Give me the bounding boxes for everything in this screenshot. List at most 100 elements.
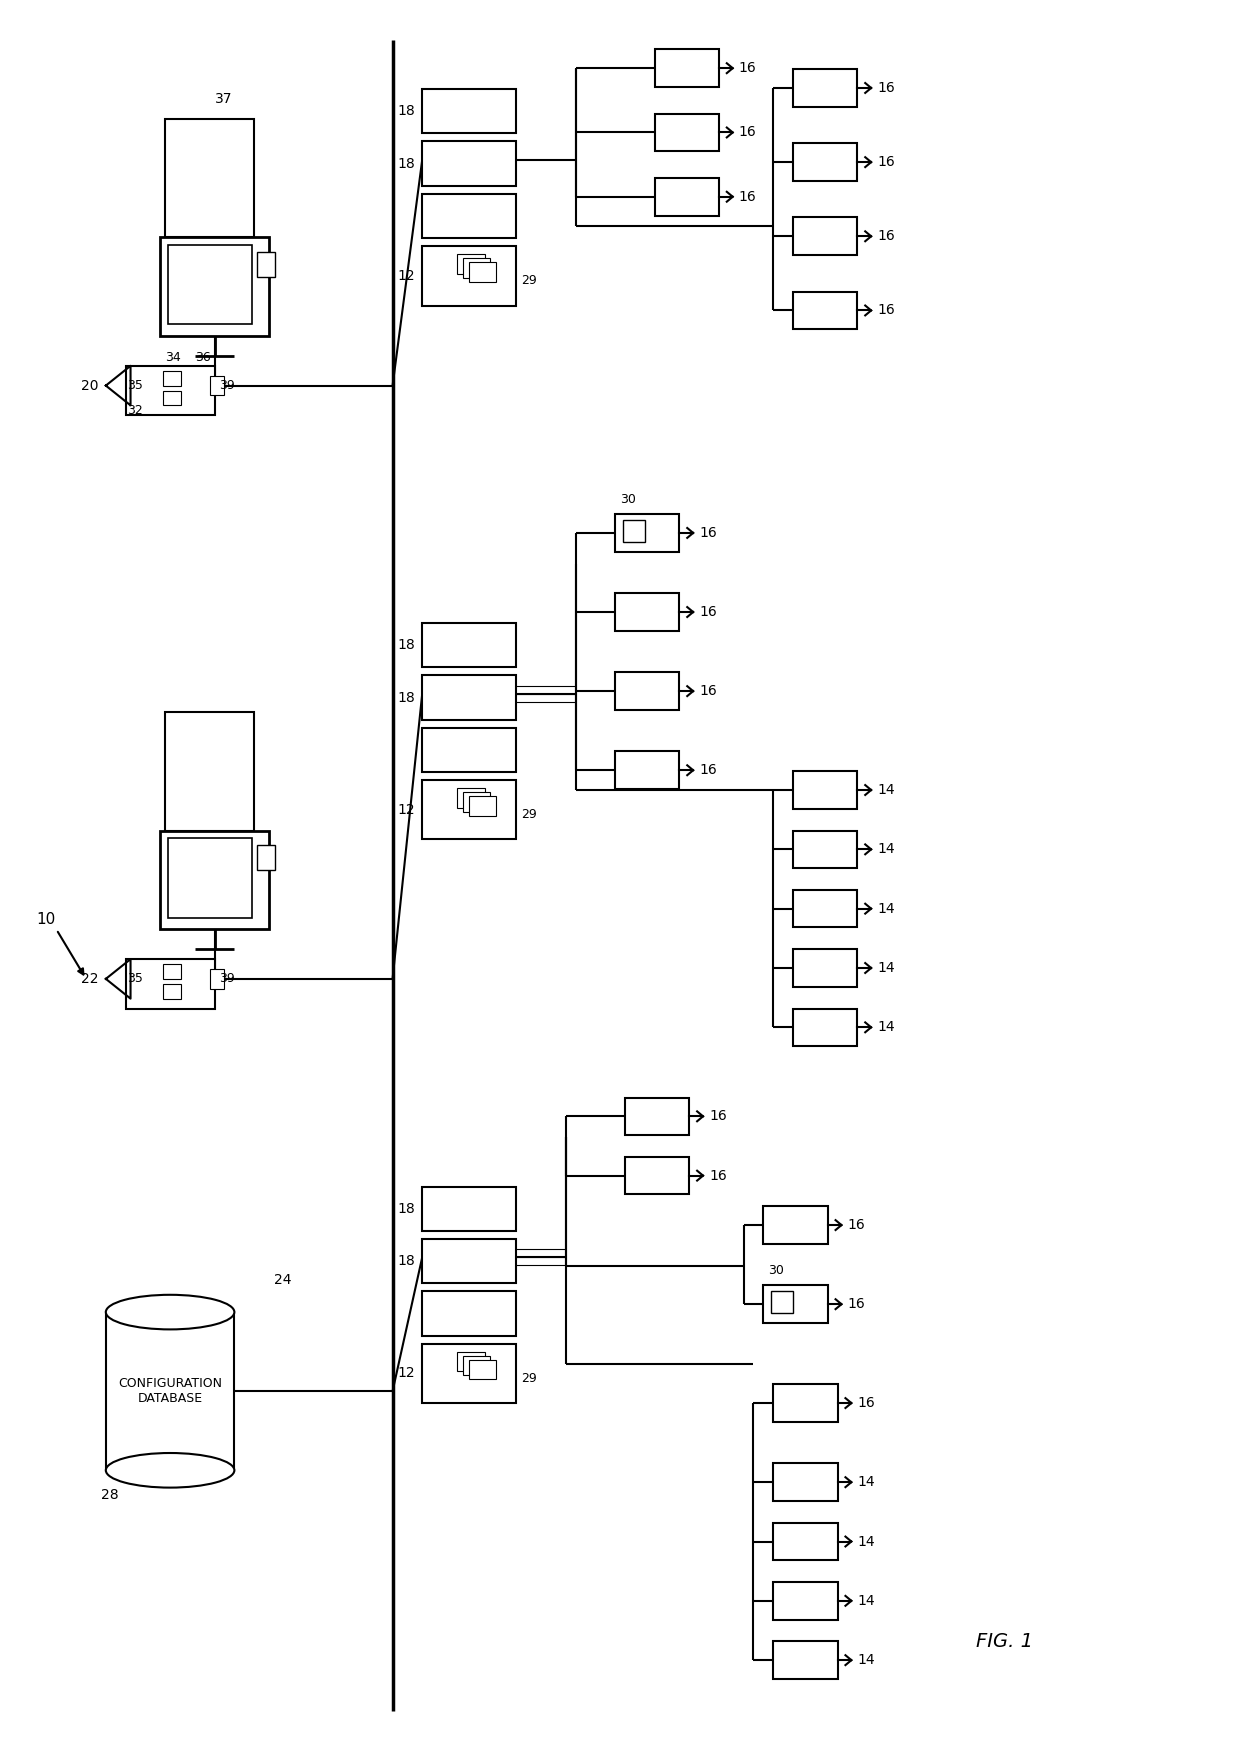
Text: 20: 20: [81, 378, 99, 392]
Bar: [456, 788, 485, 807]
Text: 16: 16: [739, 125, 756, 139]
Bar: [125, 366, 215, 415]
Text: 12: 12: [398, 1367, 415, 1381]
Bar: [625, 1157, 689, 1194]
Bar: [463, 259, 491, 278]
Bar: [622, 521, 645, 542]
Bar: [423, 1291, 516, 1335]
Text: 18: 18: [398, 157, 415, 171]
Bar: [615, 672, 680, 711]
Bar: [165, 118, 254, 237]
Text: 16: 16: [877, 229, 895, 243]
Text: 12: 12: [398, 269, 415, 283]
Bar: [625, 1098, 689, 1135]
Text: 39: 39: [219, 973, 236, 985]
Bar: [164, 390, 181, 405]
Text: 35: 35: [128, 380, 144, 392]
Bar: [655, 49, 719, 86]
Bar: [423, 1238, 516, 1284]
Bar: [794, 218, 857, 255]
Text: 16: 16: [739, 190, 756, 204]
Bar: [463, 792, 491, 811]
Text: 16: 16: [847, 1217, 866, 1231]
Polygon shape: [105, 366, 130, 405]
Text: 29: 29: [521, 807, 537, 821]
Text: 24: 24: [274, 1274, 291, 1288]
Text: 16: 16: [699, 605, 717, 619]
Bar: [655, 114, 719, 151]
Bar: [469, 1360, 496, 1379]
Bar: [463, 1356, 491, 1376]
Text: 14: 14: [877, 843, 895, 857]
Bar: [125, 959, 215, 1008]
Text: 18: 18: [398, 104, 415, 118]
Text: 28: 28: [100, 1488, 119, 1502]
Bar: [164, 983, 181, 999]
Text: 37: 37: [215, 91, 232, 106]
Bar: [164, 964, 181, 978]
Bar: [210, 969, 224, 989]
Bar: [774, 1641, 837, 1678]
Text: FIG. 1: FIG. 1: [976, 1632, 1033, 1652]
Text: 22: 22: [81, 973, 99, 985]
Text: 30: 30: [620, 493, 636, 507]
Bar: [105, 1312, 234, 1471]
Text: 14: 14: [877, 902, 895, 916]
Bar: [774, 1463, 837, 1500]
Text: 14: 14: [877, 783, 895, 797]
Text: 14: 14: [857, 1653, 875, 1668]
Text: 16: 16: [709, 1110, 727, 1124]
Bar: [774, 1581, 837, 1620]
Bar: [164, 371, 181, 385]
Text: 18: 18: [398, 639, 415, 653]
Bar: [615, 514, 680, 552]
Bar: [423, 781, 516, 839]
Text: 18: 18: [398, 1254, 415, 1268]
Bar: [469, 262, 496, 281]
Bar: [615, 593, 680, 631]
Bar: [794, 69, 857, 107]
Text: 14: 14: [857, 1534, 875, 1548]
Bar: [771, 1291, 794, 1312]
Text: 36: 36: [195, 352, 211, 364]
Bar: [160, 237, 269, 336]
Text: 10: 10: [37, 913, 56, 927]
Text: 34: 34: [165, 352, 181, 364]
Bar: [794, 142, 857, 181]
Bar: [160, 830, 269, 929]
Bar: [423, 623, 516, 667]
Bar: [456, 253, 485, 274]
Bar: [764, 1286, 827, 1323]
Text: 12: 12: [398, 802, 415, 816]
Text: 39: 39: [219, 380, 236, 392]
Bar: [423, 141, 516, 186]
Bar: [615, 751, 680, 790]
Text: 32: 32: [128, 405, 144, 417]
Bar: [794, 890, 857, 927]
Bar: [423, 1187, 516, 1231]
Text: 16: 16: [739, 62, 756, 76]
Text: 18: 18: [398, 1201, 415, 1215]
Ellipse shape: [105, 1453, 234, 1488]
Bar: [764, 1207, 827, 1244]
Text: 16: 16: [857, 1397, 875, 1411]
Text: 16: 16: [877, 81, 895, 95]
Bar: [456, 1351, 485, 1372]
Bar: [794, 1008, 857, 1047]
Bar: [257, 252, 275, 276]
Bar: [794, 770, 857, 809]
Text: CONFIGURATION
DATABASE: CONFIGURATION DATABASE: [118, 1377, 222, 1405]
Text: 16: 16: [877, 155, 895, 169]
Bar: [655, 178, 719, 216]
Ellipse shape: [105, 1295, 234, 1330]
Bar: [423, 675, 516, 719]
Bar: [794, 950, 857, 987]
Bar: [257, 846, 275, 871]
Text: 14: 14: [877, 960, 895, 974]
Bar: [169, 839, 252, 918]
Text: 35: 35: [128, 973, 144, 985]
Bar: [794, 830, 857, 869]
Text: 14: 14: [857, 1476, 875, 1490]
Text: 29: 29: [521, 274, 537, 287]
Bar: [423, 1344, 516, 1404]
